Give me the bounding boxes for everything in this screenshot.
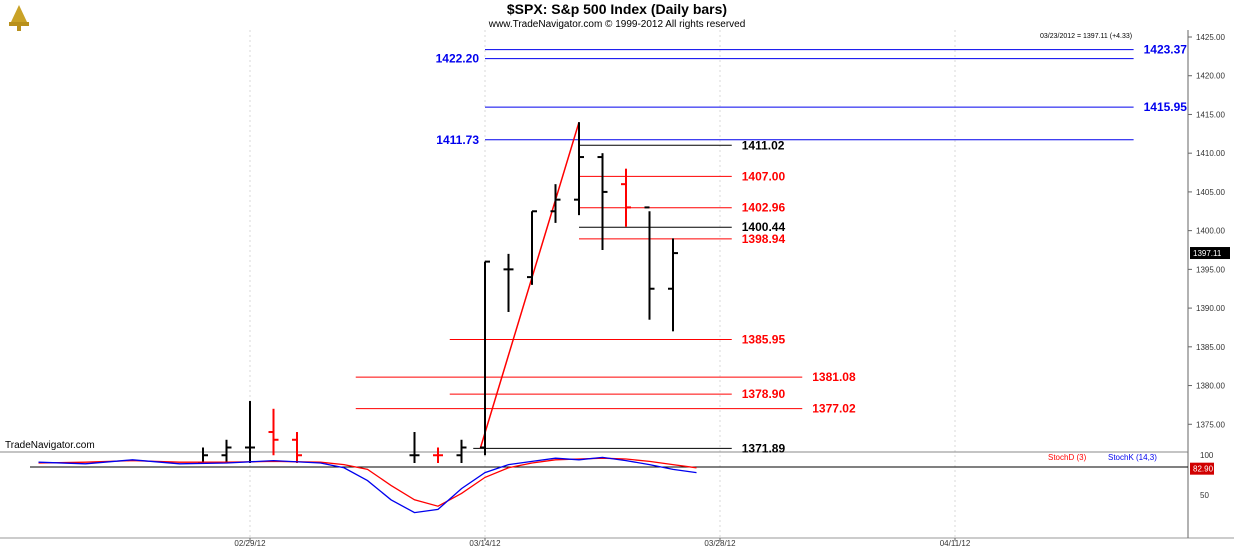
ohlc-bar (527, 210, 537, 285)
stoch-tick-label: 50 (1200, 491, 1209, 500)
price-tick-label: 1420.00 (1196, 72, 1225, 81)
level-label: 1385.95 (742, 332, 786, 346)
grid-lines (249, 30, 956, 538)
price-tick-label: 1410.00 (1196, 149, 1225, 158)
price-tick-label: 1375.00 (1196, 420, 1225, 429)
trendline (479, 121, 580, 449)
level-label: 1377.02 (812, 402, 856, 416)
stoch-k-line (38, 456, 697, 514)
last-price-box (1190, 247, 1230, 260)
level-label: 1400.44 (742, 220, 786, 234)
stoch-tick-label: 100 (1200, 451, 1214, 460)
price-tick-label: 1385.00 (1196, 343, 1225, 352)
price-tick-label: 1380.00 (1196, 382, 1225, 391)
ohlc-bar (268, 408, 279, 456)
level-label: 1407.00 (742, 169, 786, 183)
ohlc-bar (245, 401, 255, 463)
stochastic-panel: 100 50 82.90 StochD (3) StochK (14,3) (30, 451, 1214, 514)
ohlc-bar (456, 439, 467, 463)
stoch-last-value-box (1190, 462, 1214, 475)
copyright-text: www.TradeNavigator.com © 1999-2012 All r… (488, 19, 746, 30)
level-label: 1381.08 (812, 370, 856, 384)
chart-title: $SPX: S&p 500 Index (Daily bars) (506, 1, 728, 17)
price-tick-label: 1415.00 (1196, 110, 1225, 119)
watermark-text: TradeNavigator.com (5, 440, 95, 451)
ohlc-bar (198, 447, 208, 464)
stoch-last-value-label: 82.90 (1193, 465, 1214, 474)
date-axis: 02/29/12 03/14/12 03/28/12 04/11/12 (234, 538, 971, 548)
price-tick-label: 1405.00 (1196, 188, 1225, 197)
ohlc-bar (597, 153, 608, 250)
level-label: 1423.37 (1144, 43, 1188, 57)
date-tick-label: 02/29/12 (234, 539, 266, 548)
ohlc-bar (503, 253, 514, 312)
stoch-d-line (38, 457, 697, 507)
ohlc-bar (292, 432, 302, 463)
level-label: 1371.89 (742, 441, 786, 455)
ohlc-bar (644, 206, 655, 320)
level-label: 1402.96 (742, 201, 786, 215)
ohlc-bars (198, 122, 678, 464)
price-readout: 03/23/2012 = 1397.11 (+4.33) (1040, 33, 1133, 40)
ohlc-bar (621, 168, 631, 227)
stoch-legend-entry: StochK (14,3) (1108, 453, 1157, 462)
level-label: 1411.73 (436, 133, 479, 147)
ohlc-bar (221, 439, 232, 463)
date-tick-label: 04/11/12 (940, 539, 971, 548)
ohlc-bar (574, 122, 584, 216)
price-tick-label: 1390.00 (1196, 304, 1225, 313)
level-label: 1415.95 (1144, 100, 1188, 114)
level-label: 1411.02 (742, 138, 785, 152)
last-price-label: 1397.11 (1193, 249, 1222, 258)
price-tick-label: 1395.00 (1196, 265, 1225, 274)
price-tick-label: 1425.00 (1196, 33, 1225, 42)
ohlc-bar (668, 238, 678, 332)
ohlc-bar (433, 447, 443, 463)
support-resistance-levels: 1423.37 1422.20 1415.95 1411.73 1411.02 1407.… (355, 43, 1188, 455)
level-label: 1398.94 (742, 232, 786, 246)
date-tick-label: 03/14/12 (469, 539, 501, 548)
trade-navigator-logo-icon (9, 5, 29, 31)
price-panel-frame (0, 30, 1234, 539)
ohlc-bar (480, 260, 490, 456)
ohlc-bar (409, 432, 420, 463)
level-label: 1422.20 (436, 52, 480, 66)
stoch-legend-entry: StochD (3) (1048, 453, 1087, 462)
level-label: 1378.90 (742, 387, 786, 401)
ohlc-bar (550, 184, 561, 223)
price-axis: 1425.00 1420.00 1415.00 1410.00 1405.00 1400.… (1188, 33, 1230, 429)
price-tick-label: 1400.00 (1196, 227, 1225, 236)
date-tick-label: 03/28/12 (704, 539, 736, 548)
trendline-layer (479, 121, 580, 449)
chart-header: $SPX: S&p 500 Index (Daily bars) www.Tra… (0, 0, 1234, 34)
